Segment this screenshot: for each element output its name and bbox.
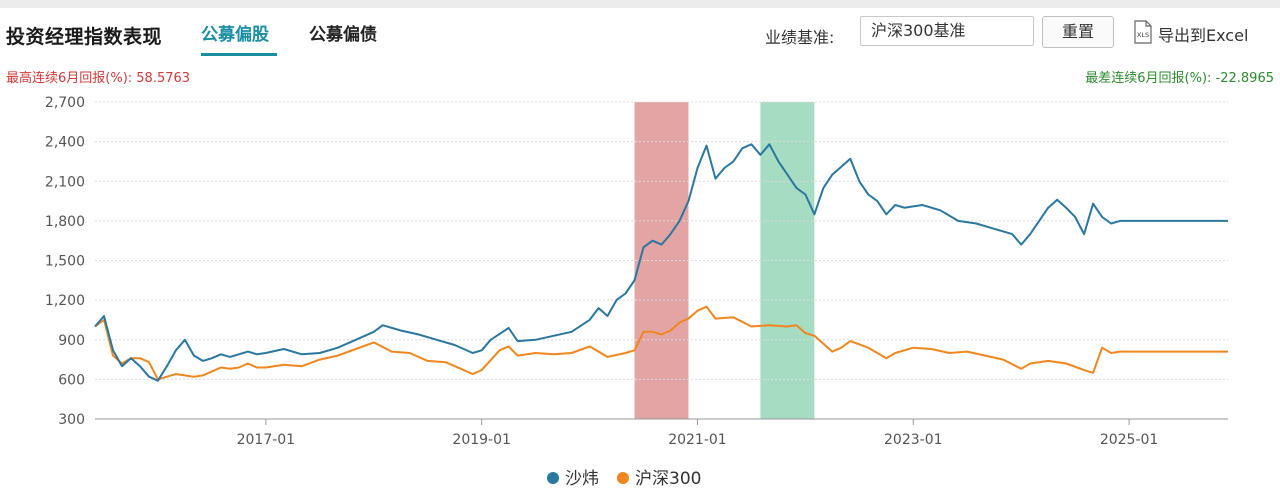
legend-label: 沙炜 (565, 469, 599, 489)
best-6m-return: 最高连续6月回报(%): 58.5763 (6, 71, 191, 86)
page-title: 投资经理指数表现 (6, 26, 163, 48)
legend-item-1[interactable]: 沪深300 (617, 469, 701, 489)
legend-marker (547, 472, 559, 484)
x-axis: 2017-01 2019-01 2021-01 2023-01 2025-01 (237, 419, 1159, 448)
x-tick-label: 2021-01 (668, 432, 727, 448)
reset-button[interactable]: 重置 (1042, 16, 1114, 48)
benchmark-label: 业绩基准: (765, 28, 835, 47)
y-tick-label: 1,500 (45, 254, 85, 270)
y-tick-label: 2,700 (45, 95, 85, 111)
y-axis: 2,700 2,400 2,100 1,800 1,500 1,200 900 600 300 (45, 95, 85, 428)
export-excel-button[interactable]: 导出到Excel (1158, 26, 1249, 45)
x-tick-label: 2019-01 (452, 432, 511, 448)
header: 投资经理指数表现 公募偏股 公募偏债 业绩基准: 沪深300基准 重置 XLS … (0, 8, 1280, 56)
x-tick-label: 2017-01 (237, 432, 296, 448)
y-tick-label: 2,400 (45, 135, 85, 151)
tab-equity-funds[interactable]: 公募偏股 (201, 25, 269, 45)
active-tab-indicator (201, 53, 277, 56)
tab-bond-funds[interactable]: 公募偏债 (309, 25, 377, 45)
top-strip (0, 0, 1280, 8)
legend-label: 沪深300 (635, 469, 701, 489)
x-tick-label: 2025-01 (1100, 432, 1159, 448)
y-tick-label: 900 (58, 333, 85, 349)
y-tick-label: 1,200 (45, 293, 85, 309)
legend-item-0[interactable]: 沙炜 (547, 469, 599, 489)
x-tick-label: 2023-01 (884, 432, 943, 448)
worst-6m-return: 最差连续6月回报(%): -22.8965 (1085, 71, 1274, 86)
y-tick-label: 1,800 (45, 214, 85, 230)
series-lines (94, 143, 1228, 382)
y-tick-label: 600 (58, 372, 85, 388)
legend: 沙炜 沪深300 (547, 469, 701, 489)
y-tick-label: 2,100 (45, 174, 85, 190)
y-tick-label: 300 (58, 412, 85, 428)
xls-file-icon[interactable]: XLS (1133, 20, 1153, 44)
benchmark-select[interactable]: 沪深300基准 (860, 16, 1034, 46)
series-line-1 (94, 305, 1228, 381)
xls-icon-text: XLS (1137, 31, 1149, 39)
series-line-0 (94, 143, 1228, 382)
legend-marker (617, 472, 629, 484)
